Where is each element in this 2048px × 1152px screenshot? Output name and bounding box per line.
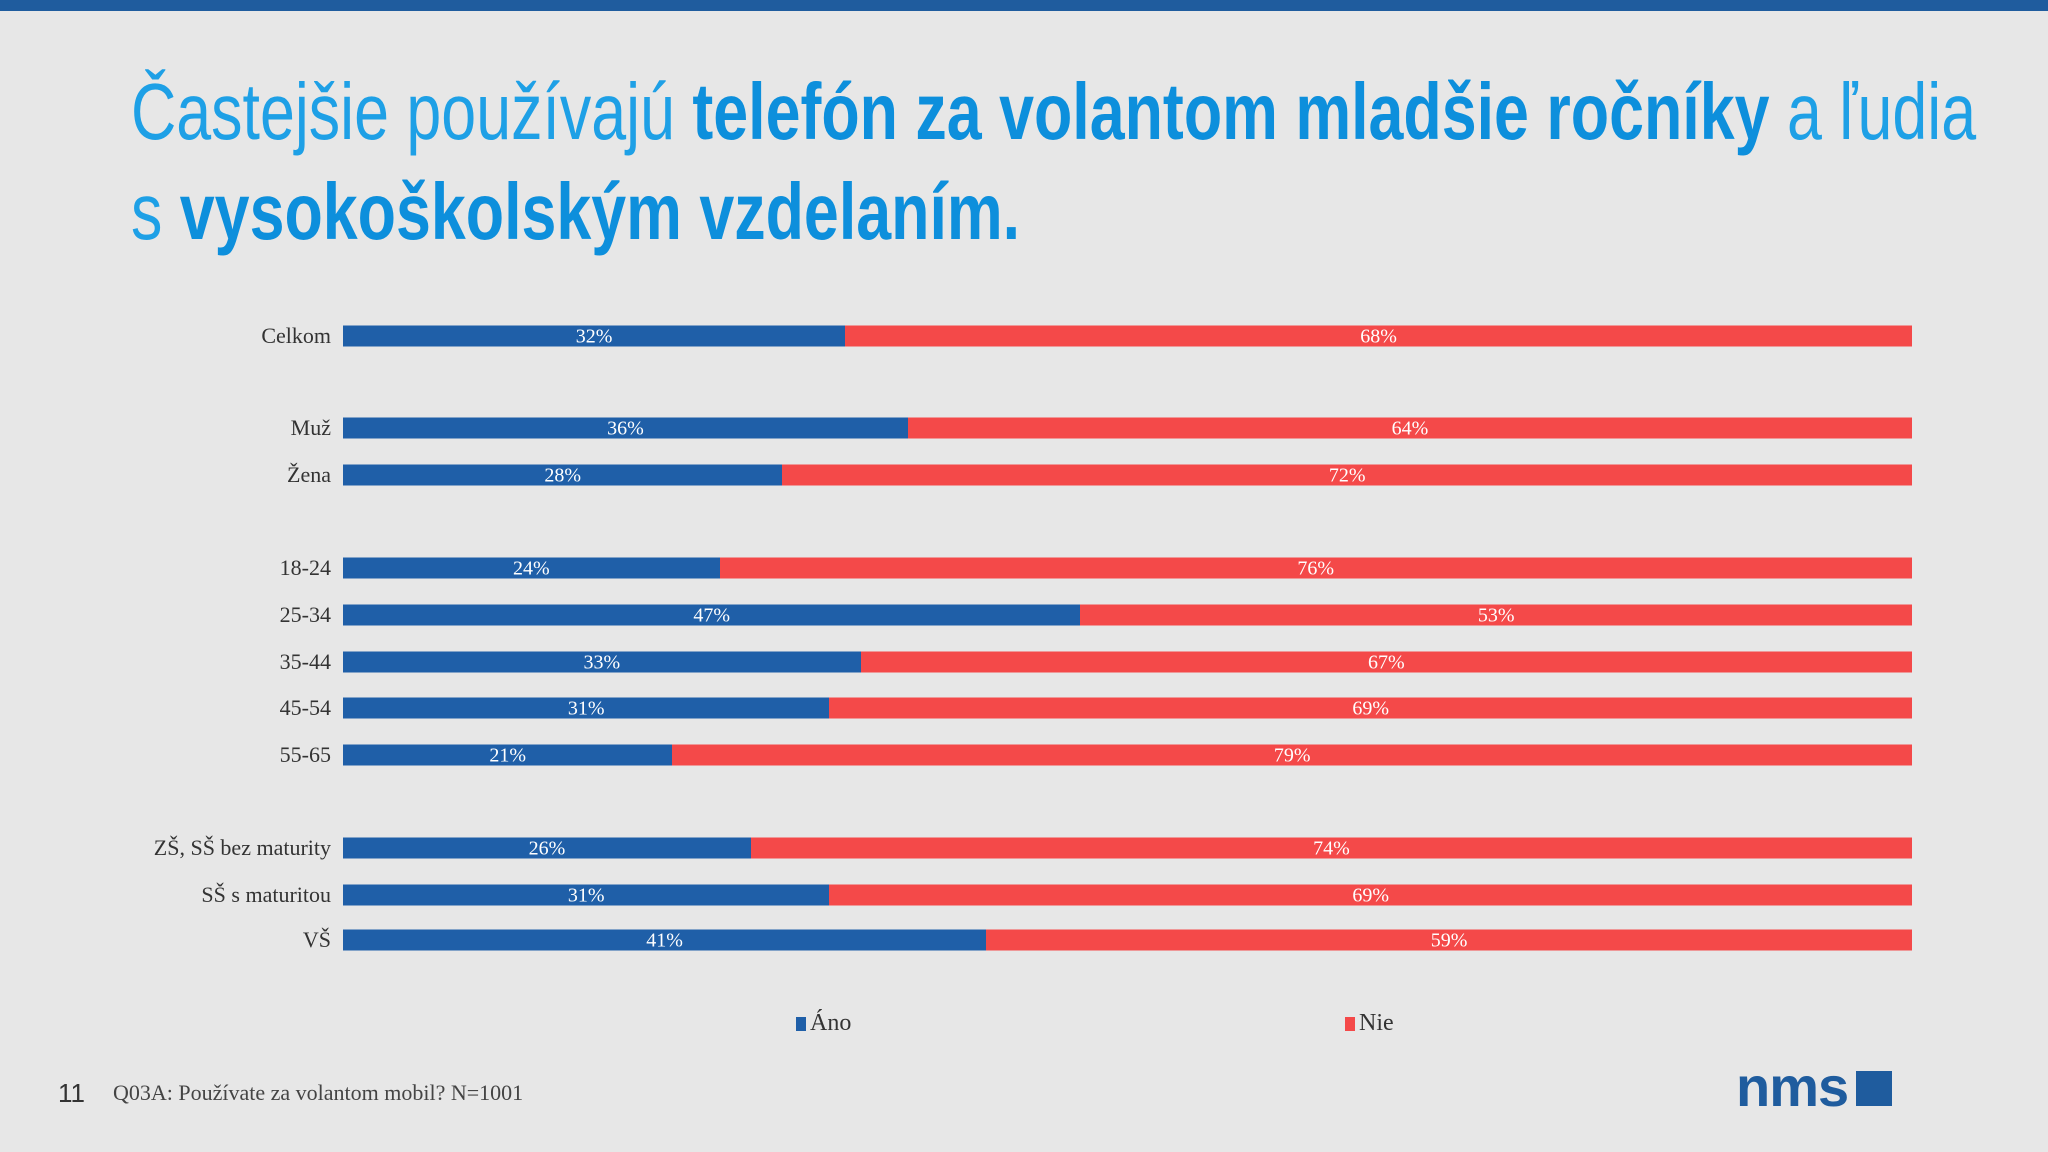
data-label: 76% [1297,557,1335,580]
data-label: 69% [1352,697,1390,720]
bar-ano: 32% [343,325,846,348]
data-label: 31% [567,697,605,720]
bar-nie: 53% [1080,604,1912,627]
legend-item-nie: Nie [1345,1010,1394,1037]
bar-nie: 67% [860,651,1912,674]
data-label: 28% [544,464,581,487]
bar-nie: 74% [750,837,1912,860]
title-highlight: vysokoškolským vzdelaním. [179,167,1021,256]
page-number: 11 [58,1078,85,1108]
data-label: 26% [528,837,566,860]
data-label: 33% [583,651,621,674]
legend-label: Áno [810,1010,852,1036]
bar-nie: 69% [829,884,1912,907]
bar-nie: 69% [829,697,1912,720]
legend-item-ano: Áno [796,1010,851,1037]
bar-ano: 21% [343,744,673,767]
data-label: 36% [607,417,644,440]
nms-logo: nms [1736,1055,1893,1118]
bar-nie: 68% [845,325,1912,348]
category-label: Celkom [261,323,331,348]
legend-label: Nie [1359,1010,1394,1036]
bar-ano: 41% [343,929,987,952]
bar-ano: 36% [343,417,908,440]
bar-nie: 76% [719,557,1912,580]
data-label: 74% [1313,837,1350,860]
data-label: 31% [567,884,605,907]
category-label: Žena [287,462,331,487]
top-bar [0,0,2048,11]
data-label: 69% [1352,884,1390,907]
category-label: SŠ s maturitou [201,882,331,907]
data-label: 21% [489,744,527,767]
title-text: a ľudia [1769,67,1977,156]
title-line-2: s vysokoškolským vzdelaním. [131,162,1976,262]
category-label: Muž [290,415,331,440]
bar-nie: 72% [782,464,1912,487]
data-label: 24% [512,557,550,580]
title-text: s [131,167,180,256]
data-label: 47% [693,604,731,627]
title-line-1: Častejšie používajú telefón za volantom … [131,62,1976,162]
bar-ano: 26% [343,837,751,860]
page-title: Častejšie používajú telefón za volantom … [131,62,1976,262]
data-label: 64% [1391,417,1429,440]
bar-ano: 28% [343,464,783,487]
data-label: 79% [1273,744,1311,767]
logo-square [1856,1071,1893,1106]
category-label: 25-34 [279,602,331,627]
category-label: 18-24 [279,555,331,580]
data-label: 59% [1430,929,1468,952]
data-label: 41% [646,929,683,952]
category-label: ZŠ, SŠ bez maturity [153,835,331,860]
bar-ano: 31% [343,884,830,907]
bar-nie: 59% [986,929,1912,952]
data-label: 68% [1360,325,1397,348]
data-label: 72% [1328,464,1366,487]
legend-swatch-nie [1345,1016,1355,1031]
legend-swatch-ano [796,1016,806,1031]
category-label: 45-54 [279,695,331,720]
data-label: 67% [1368,651,1405,674]
title-text: Častejšie používajú [131,67,693,156]
bar-ano: 47% [343,604,1081,627]
bar-ano: 24% [343,557,720,580]
logo-text: nms [1736,1055,1849,1118]
bar-ano: 31% [343,697,830,720]
data-label: 32% [575,325,613,348]
bar-nie: 79% [672,744,1912,767]
bar-nie: 64% [907,417,1912,440]
category-label: VŠ [302,927,331,952]
bar-ano: 33% [343,651,861,674]
category-label: 55-65 [279,742,331,767]
data-label: 53% [1477,604,1515,627]
footnote: Q03A: Používate za volantom mobil? N=100… [113,1080,524,1105]
title-highlight: telefón za volantom mladšie ročníky [692,67,1770,156]
category-label: 35-44 [279,649,331,674]
